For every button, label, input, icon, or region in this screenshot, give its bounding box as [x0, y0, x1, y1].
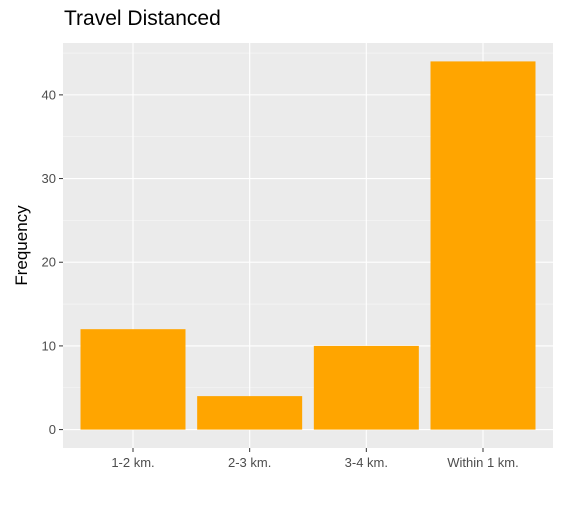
x-tick-label: Within 1 km.	[447, 455, 519, 470]
bar-within-1-km	[430, 61, 536, 430]
y-tick-label: 30	[42, 171, 56, 186]
y-tick-label: 20	[42, 255, 56, 270]
y-axis-ticks: 0 10 20 30 40	[42, 87, 63, 437]
bar-2-3-km	[197, 396, 303, 430]
y-tick-label: 40	[42, 87, 56, 102]
bar-1-2-km	[80, 329, 186, 430]
y-tick-label: 0	[49, 422, 56, 437]
chart-title: Travel Distanced	[64, 7, 221, 30]
x-axis-ticks: 1-2 km. 2-3 km. 3-4 km. Within 1 km.	[111, 448, 519, 470]
bars	[80, 61, 536, 430]
x-tick-label: 3-4 km.	[345, 455, 388, 470]
y-axis-title: Frequency	[12, 205, 31, 286]
x-tick-label: 1-2 km.	[111, 455, 154, 470]
bar-3-4-km	[313, 345, 419, 430]
y-tick-label: 10	[42, 338, 56, 353]
x-tick-label: 2-3 km.	[228, 455, 271, 470]
